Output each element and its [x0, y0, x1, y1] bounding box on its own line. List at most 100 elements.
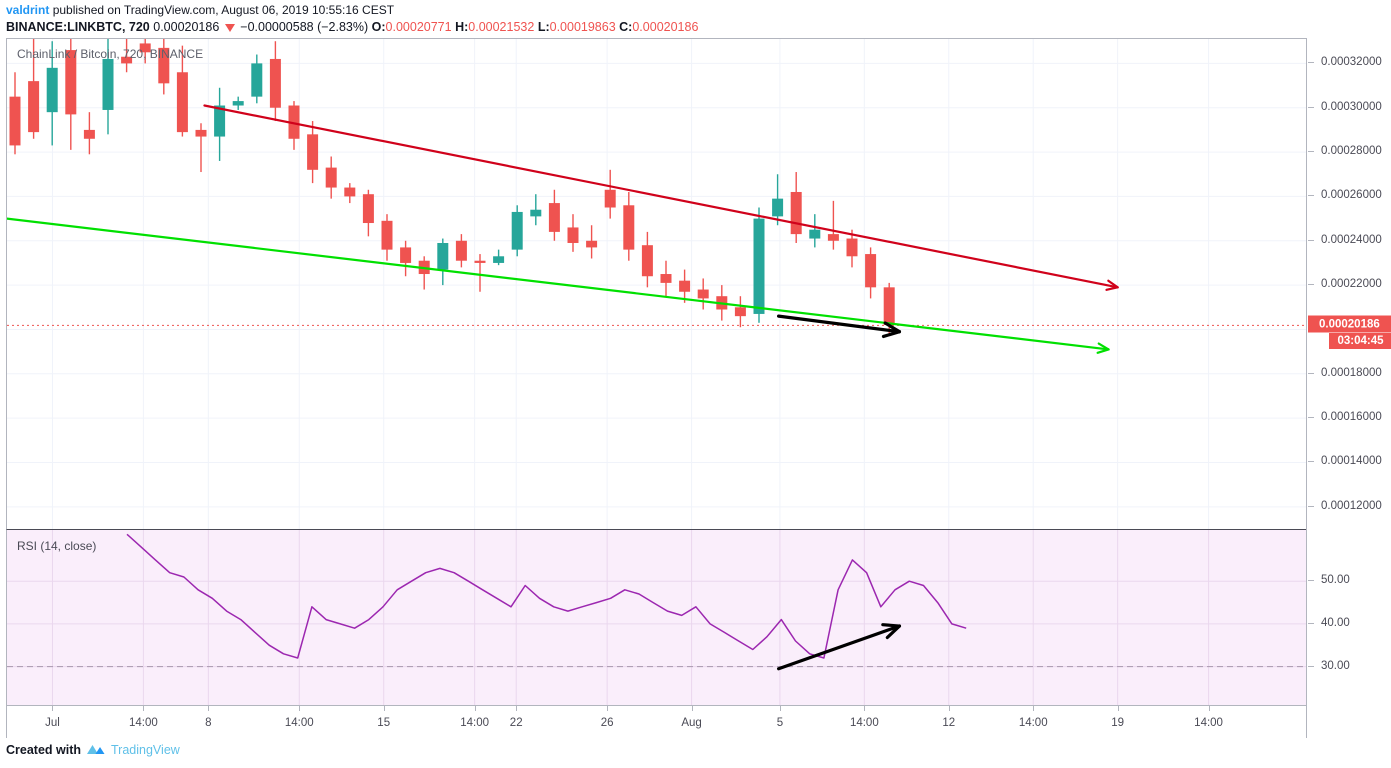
- symbol-ticker[interactable]: BINANCE:LINKBTC, 720: [6, 20, 150, 34]
- author-name[interactable]: valdrint: [6, 3, 50, 17]
- brand-name[interactable]: TradingView: [111, 742, 180, 757]
- rsi-pane-title: RSI (14, close): [17, 539, 97, 553]
- rsi-forecast-arrow: [777, 623, 902, 671]
- candle: [567, 214, 579, 252]
- price-axis-label: 0.00018000: [1321, 366, 1382, 379]
- rsi-plot[interactable]: [7, 530, 1306, 705]
- candle: [214, 87, 226, 161]
- time-axis-tick: [1117, 706, 1119, 711]
- candle: [158, 39, 170, 95]
- candle: [176, 45, 188, 137]
- open-value: 0.00020771: [385, 20, 452, 34]
- time-axis-tick: [516, 706, 518, 711]
- price-plot[interactable]: [7, 39, 1306, 529]
- close-value: 0.00020186: [632, 20, 699, 34]
- price-axis-tick: [1308, 461, 1314, 463]
- candle: [121, 39, 133, 73]
- resistance-trendline: [203, 104, 1119, 291]
- time-axis-tick: [691, 706, 693, 711]
- candle: [418, 256, 430, 290]
- price-axis-label: 0.00026000: [1321, 189, 1382, 202]
- time-axis-label: Aug: [681, 717, 702, 729]
- price-axis-label: 0.00014000: [1321, 455, 1382, 468]
- candle: [46, 41, 58, 146]
- rsi-axis-label: 30.00: [1321, 659, 1350, 672]
- price-axis-label: 0.00012000: [1321, 499, 1382, 512]
- tradingview-logo-icon: [87, 745, 105, 754]
- price-axis-tick: [1308, 239, 1314, 241]
- candle: [232, 96, 244, 110]
- time-axis-tick: [474, 706, 476, 711]
- rsi-axis-label: 50.00: [1321, 574, 1350, 587]
- rsi-pane[interactable]: RSI (14, close): [6, 529, 1306, 705]
- time-axis-tick: [299, 706, 301, 711]
- rsi-axis-label: 40.00: [1321, 616, 1350, 629]
- time-axis-label: 14:00: [1194, 717, 1223, 729]
- candle: [790, 172, 802, 243]
- candle: [325, 156, 337, 199]
- publication-text: published on TradingView.com, August 06,…: [52, 3, 395, 17]
- candle: [679, 269, 691, 303]
- created-with-label: Created with: [6, 742, 82, 757]
- time-axis-label: 5: [776, 717, 784, 729]
- price-change-absolute: −0.00000588: [240, 20, 314, 34]
- candle: [65, 39, 77, 150]
- candle: [604, 169, 616, 219]
- candle: [362, 189, 374, 237]
- close-label: C:: [619, 20, 633, 34]
- time-axis-label: 22: [509, 717, 523, 729]
- current-price-badge[interactable]: 0.00020186: [1308, 315, 1391, 333]
- candle: [772, 174, 784, 226]
- time-axis-tick: [52, 706, 54, 711]
- high-value: 0.00021532: [468, 20, 535, 34]
- price-axis-tick: [1308, 505, 1314, 507]
- high-label: H:: [455, 20, 469, 34]
- candle: [288, 101, 300, 150]
- candle: [530, 194, 542, 226]
- candle: [827, 200, 839, 250]
- chart-area[interactable]: ChainLink / Bitcoin, 720, BINANCE RSI (1…: [0, 38, 1391, 738]
- time-axis[interactable]: Jul 14:00 8 14:00 15 14:00 22 26 Aug 5 14:00 12 14:0…: [6, 705, 1306, 738]
- time-axis-tick: [607, 706, 609, 711]
- bar-countdown-badge: 03:04:45: [1329, 333, 1391, 350]
- candle: [697, 278, 709, 310]
- price-axis-label: 0.00030000: [1321, 100, 1382, 113]
- price-axis-tick: [1308, 372, 1314, 374]
- price-change-percent: (−2.83%): [317, 20, 369, 34]
- time-axis-tick: [1033, 706, 1035, 711]
- time-axis-label: Jul: [45, 717, 60, 729]
- time-axis-tick: [948, 706, 950, 711]
- price-axis-label: 0.00032000: [1321, 56, 1382, 69]
- rsi-axis-tick: [1308, 665, 1314, 667]
- price-axis-tick: [1308, 151, 1314, 153]
- time-axis-tick: [208, 706, 210, 711]
- support-trendline: [7, 217, 1110, 354]
- time-axis-tick: [143, 706, 145, 711]
- price-axis-tick: [1308, 62, 1314, 64]
- price-axis-label: 0.00024000: [1321, 233, 1382, 246]
- time-axis-label: 14:00: [849, 717, 879, 729]
- rsi-line: [126, 533, 967, 659]
- time-axis-label: 14:00: [1018, 717, 1048, 729]
- time-axis-label: 14:00: [284, 717, 314, 729]
- price-axis-label: 0.00016000: [1321, 411, 1382, 424]
- candle: [586, 225, 598, 259]
- candle: [809, 214, 821, 248]
- candle: [381, 214, 393, 261]
- candle: [865, 247, 877, 299]
- time-axis-label: 12: [942, 717, 956, 729]
- price-axis[interactable]: 0.00032000 0.00030000 0.00028000 0.00026000…: [1306, 38, 1391, 738]
- candle: [251, 54, 263, 104]
- candle: [623, 191, 635, 261]
- last-price: 0.00020186: [153, 20, 220, 34]
- low-label: L:: [537, 20, 550, 34]
- symbol-quote-line: BINANCE:LINKBTC, 720 0.00020186 −0.00000…: [6, 20, 698, 34]
- time-axis-tick: [779, 706, 781, 711]
- time-axis-label: 8: [205, 717, 212, 729]
- price-pane[interactable]: ChainLink / Bitcoin, 720, BINANCE: [6, 38, 1306, 529]
- price-axis-label: 0.00022000: [1321, 278, 1382, 291]
- time-axis-label: 14:00: [460, 717, 490, 729]
- time-axis-label: 26: [600, 717, 614, 729]
- candle: [83, 112, 95, 155]
